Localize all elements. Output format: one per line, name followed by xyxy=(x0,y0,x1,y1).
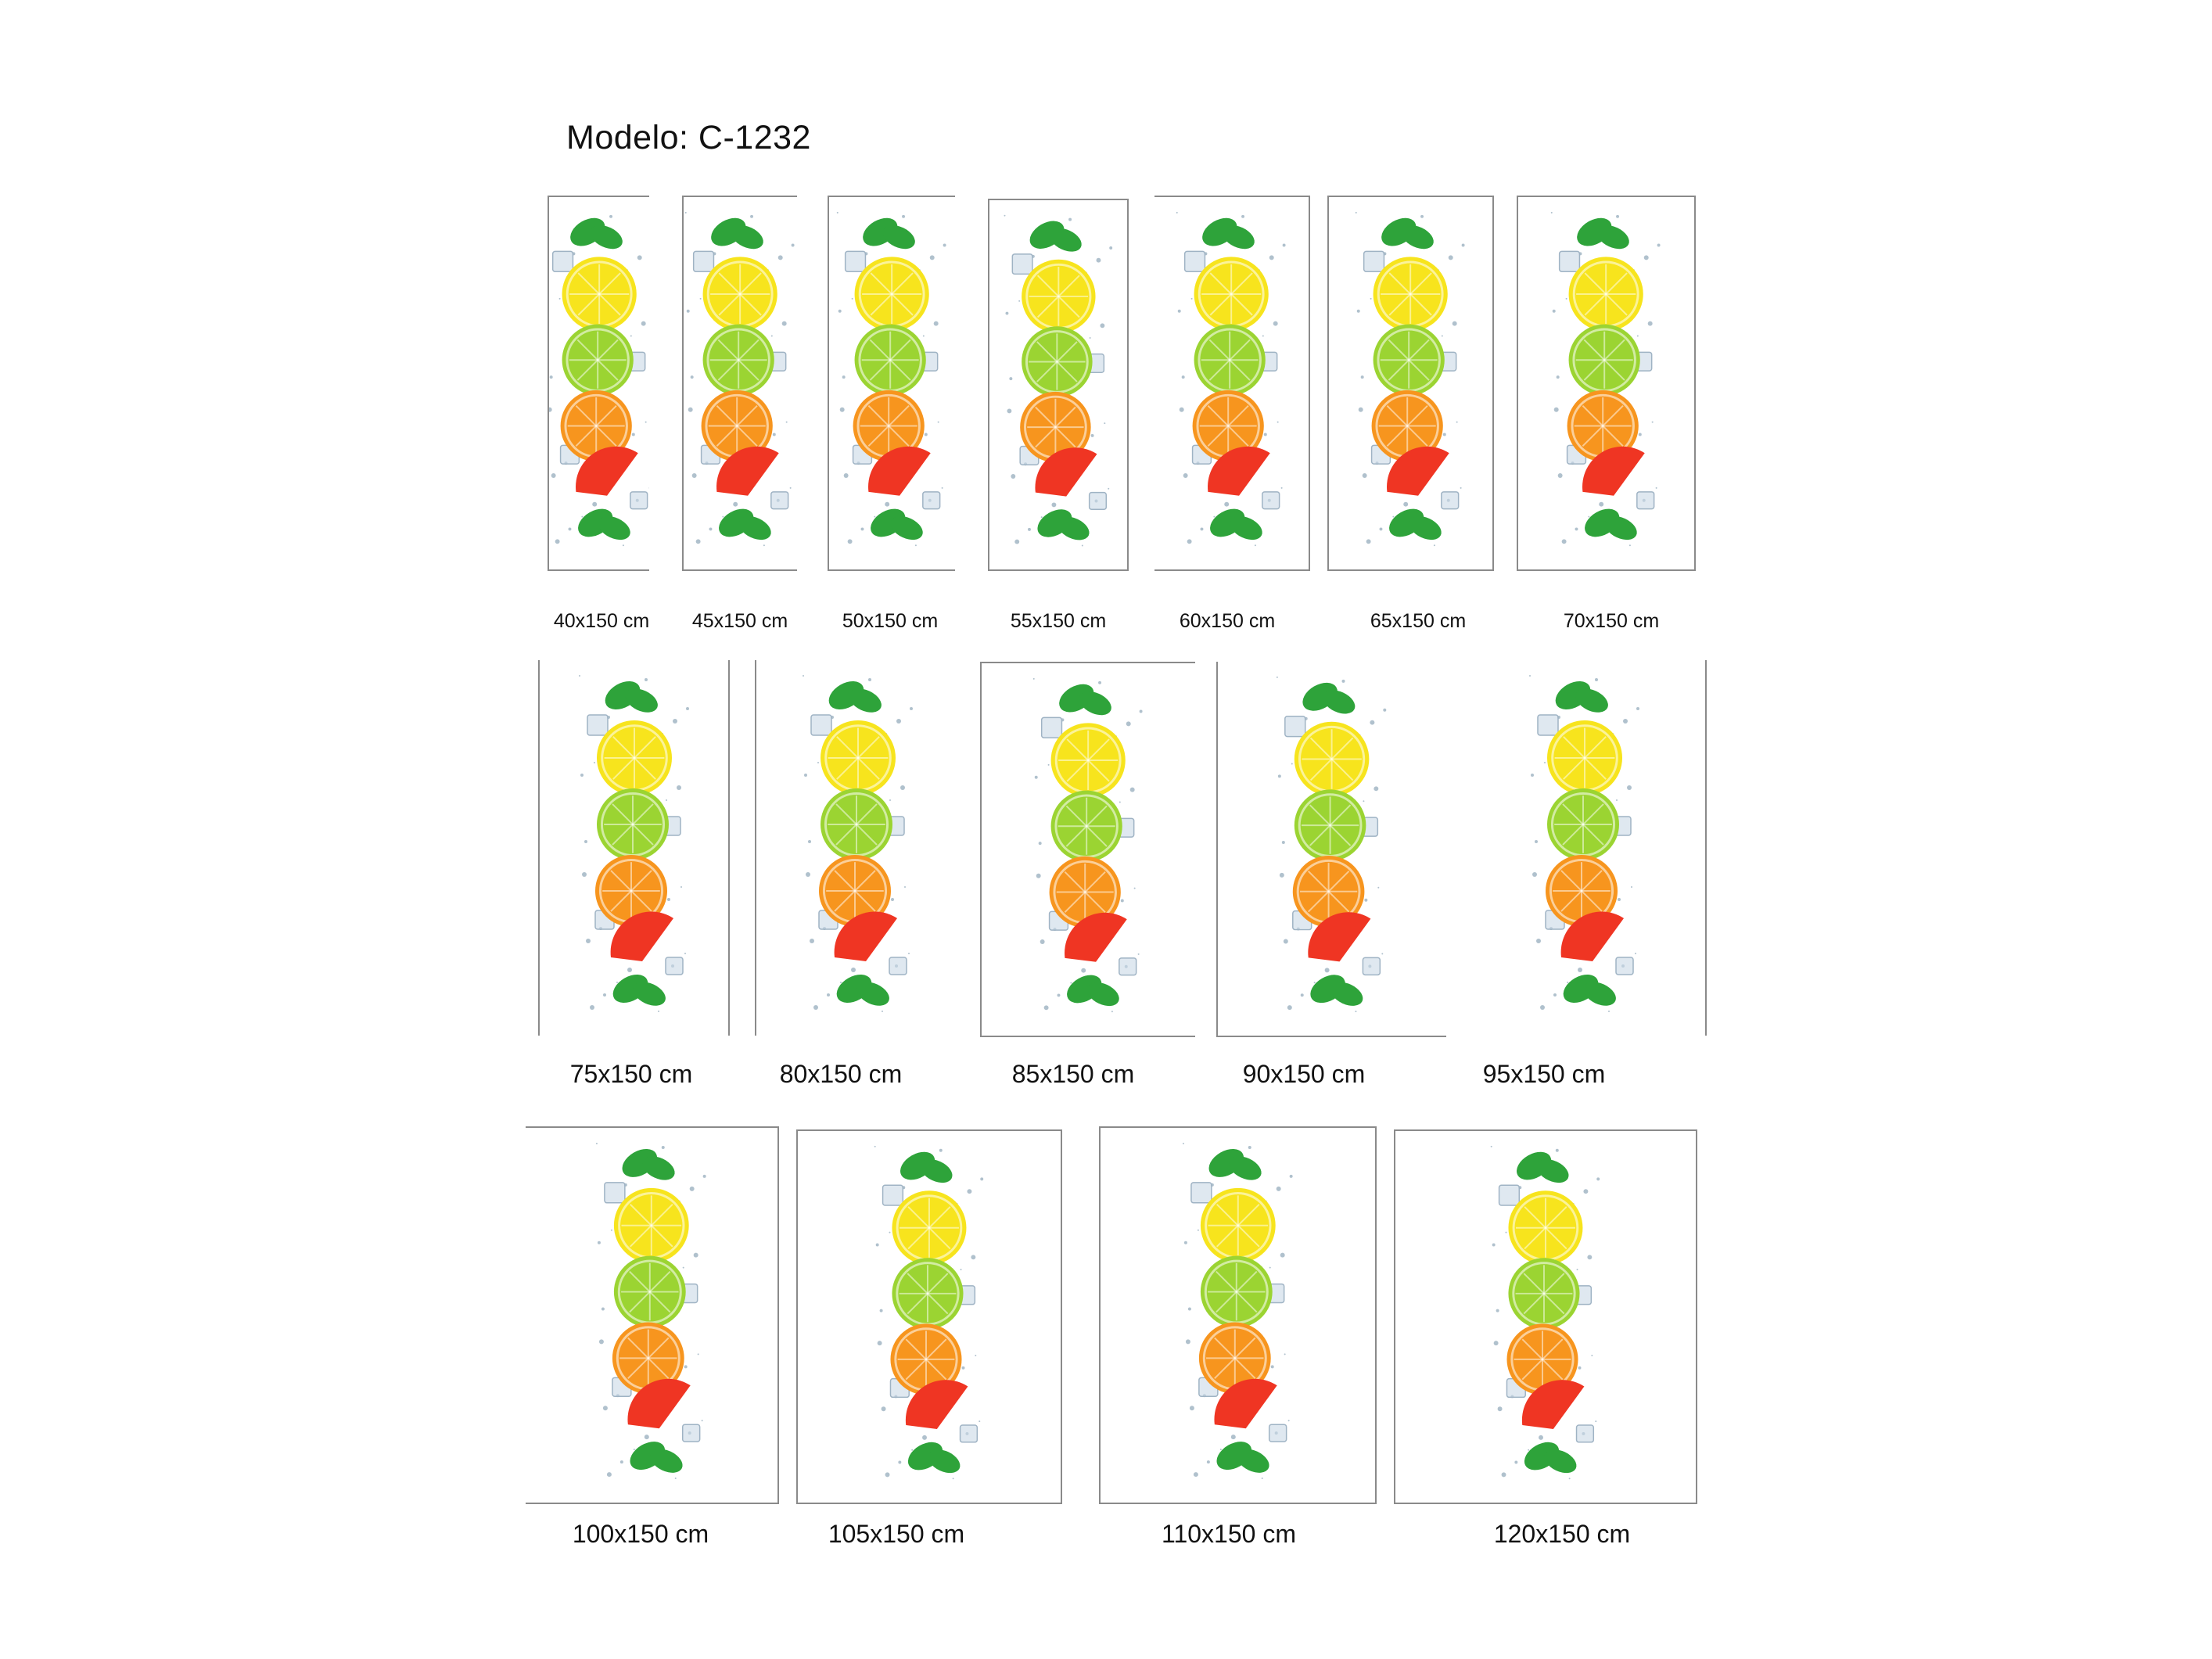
size-label: 120x150 cm xyxy=(1493,1520,1631,1548)
size-preview-55x150[interactable] xyxy=(988,199,1129,571)
size-preview-100x150[interactable] xyxy=(526,1126,779,1504)
size-preview-110x150[interactable] xyxy=(1099,1126,1377,1504)
citrus-artwork xyxy=(596,1142,706,1480)
size-preview-60x150[interactable] xyxy=(1154,196,1310,571)
size-preview-70x150[interactable] xyxy=(1517,196,1696,571)
size-preview-90x150[interactable] xyxy=(1216,662,1446,1037)
size-preview-40x150[interactable] xyxy=(548,196,649,571)
citrus-artwork xyxy=(874,1145,984,1480)
citrus-artwork xyxy=(803,675,913,1012)
size-preview-85x150[interactable] xyxy=(980,662,1195,1037)
size-preview-80x150[interactable] xyxy=(755,660,960,1036)
size-label: 45x150 cm xyxy=(691,610,788,632)
size-label: 60x150 cm xyxy=(1179,610,1276,632)
size-label: 75x150 cm xyxy=(569,1060,693,1088)
size-label: 85x150 cm xyxy=(1011,1060,1135,1088)
size-label: 70x150 cm xyxy=(1563,610,1660,632)
size-preview-105x150[interactable] xyxy=(796,1129,1062,1504)
size-preview-45x150[interactable] xyxy=(682,196,797,571)
size-label: 110x150 cm xyxy=(1162,1520,1296,1548)
citrus-artwork xyxy=(1004,214,1112,547)
citrus-artwork xyxy=(1551,211,1661,547)
size-label: 65x150 cm xyxy=(1370,610,1467,632)
citrus-artwork xyxy=(1182,1142,1293,1480)
size-preview-120x150[interactable] xyxy=(1394,1129,1697,1504)
size-label: 95x150 cm xyxy=(1482,1060,1606,1088)
citrus-artwork xyxy=(1033,677,1143,1013)
citrus-artwork xyxy=(837,211,946,547)
size-label: 100x150 cm xyxy=(572,1520,709,1548)
citrus-artwork xyxy=(1176,211,1286,547)
citrus-artwork xyxy=(1356,211,1465,547)
size-label: 40x150 cm xyxy=(553,610,650,632)
size-preview-95x150[interactable] xyxy=(1464,660,1707,1036)
citrus-artwork xyxy=(1277,676,1387,1013)
size-label: 105x150 cm xyxy=(828,1520,965,1548)
citrus-artwork xyxy=(685,211,795,547)
citrus-artwork xyxy=(549,214,649,547)
citrus-artwork xyxy=(1529,675,1639,1012)
page-title: Modelo: C-1232 xyxy=(566,119,811,156)
citrus-artwork xyxy=(1490,1145,1600,1480)
size-label: 50x150 cm xyxy=(842,610,939,632)
size-preview-50x150[interactable] xyxy=(828,196,955,571)
size-label: 90x150 cm xyxy=(1242,1060,1366,1088)
size-label: 55x150 cm xyxy=(1010,610,1107,632)
size-label: 80x150 cm xyxy=(779,1060,903,1088)
size-preview-75x150[interactable] xyxy=(538,660,730,1036)
citrus-artwork xyxy=(578,675,689,1012)
size-preview-65x150[interactable] xyxy=(1327,196,1494,571)
